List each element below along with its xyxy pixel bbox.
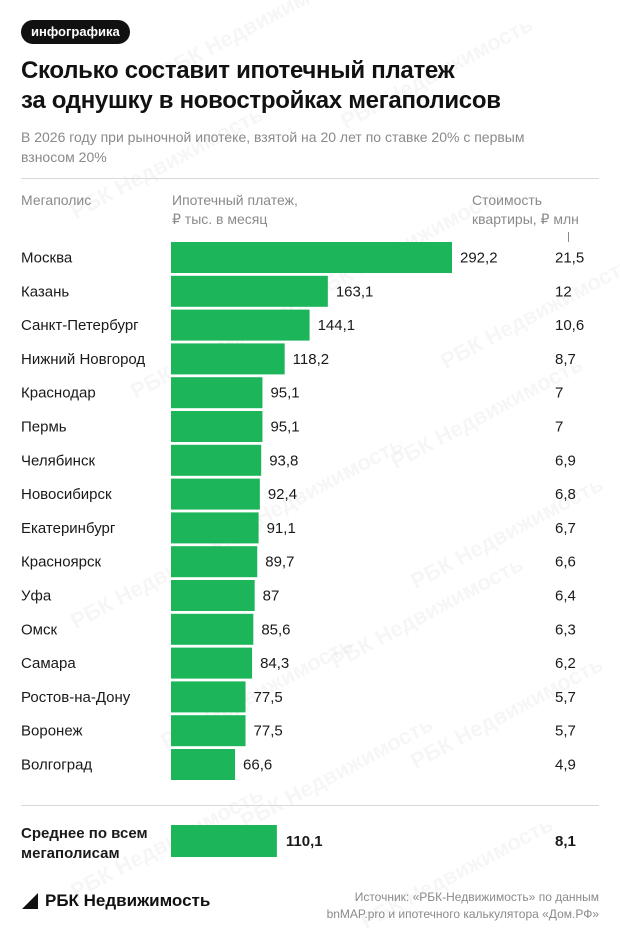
category-label: Екатеринбург (21, 520, 116, 537)
bar-value-label: 95,1 (270, 385, 299, 402)
bar (171, 377, 263, 409)
column-header-tick (568, 232, 569, 242)
price-label: 10,6 (555, 317, 584, 334)
subtitle-line-1: В 2026 году при рыночной ипотеке, взятой… (21, 129, 525, 145)
category-label: Краснодар (21, 385, 96, 402)
bar (171, 242, 452, 273)
bar-value-label: 292,2 (460, 250, 498, 267)
footer-logo-text: РБК Недвижимость (45, 891, 211, 910)
category-label: Омск (21, 621, 57, 638)
price-label: 4,9 (555, 757, 576, 774)
bar (171, 275, 328, 307)
bar-value-label: 77,5 (254, 723, 283, 740)
bar (171, 512, 259, 544)
column-header-price-line-2: квартиры, ₽ млн (472, 211, 579, 227)
category-label: Москва (21, 250, 73, 267)
category-label: Уфа (21, 588, 52, 605)
bar-value-label: 77,5 (254, 689, 283, 706)
bar (171, 444, 262, 476)
bar (171, 411, 263, 442)
bar (171, 647, 253, 679)
bar-value-label: 92,4 (268, 486, 297, 503)
category-badge: инфографика (21, 20, 130, 44)
source-line-1: Источник: «РБК-Недвижимость» по данным (354, 890, 599, 904)
column-header-price: Стоимость квартиры, ₽ млн (472, 191, 579, 229)
price-label: 5,7 (555, 723, 576, 740)
bar (171, 580, 255, 611)
category-label: Санкт-Петербург (21, 317, 139, 334)
bar-value-label: 95,1 (270, 419, 299, 436)
column-header-price-line-1: Стоимость (472, 192, 543, 208)
bar (171, 749, 236, 780)
category-label: Воронеж (21, 723, 83, 740)
category-label: Нижний Новгород (21, 351, 145, 368)
bar-value-label: 163,1 (336, 283, 374, 300)
bar (171, 613, 254, 645)
price-label: 8,7 (555, 351, 576, 368)
average-price-label: 8,1 (555, 833, 576, 850)
bar-value-label: 144,1 (318, 317, 356, 334)
category-label: Самара (21, 655, 76, 672)
bar (171, 715, 246, 747)
column-header-payment-line-2: ₽ тыс. в месяц (172, 211, 268, 227)
footer-logo: РБК Недвижимость (21, 890, 210, 912)
bar (171, 546, 258, 578)
rbc-logo-icon (22, 893, 38, 909)
subtitle-line-2: взносом 20% (21, 149, 107, 165)
price-label: 5,7 (555, 689, 576, 706)
bar (171, 343, 285, 375)
average-label-line-2: мегаполисам (21, 845, 120, 862)
price-label: 7 (555, 419, 563, 436)
bar (171, 309, 310, 341)
category-label: Казань (21, 283, 69, 300)
title-line-1: Сколько составит ипотечный платеж (21, 57, 455, 84)
category-label: Новосибирск (21, 486, 112, 503)
price-label: 6,3 (555, 621, 576, 638)
average-bar (171, 825, 277, 857)
price-label: 6,8 (555, 486, 576, 503)
bar-value-label: 66,6 (243, 757, 272, 774)
bar (171, 681, 246, 713)
source-note: Источник: «РБК-Недвижимость» по данным b… (299, 889, 599, 923)
subtitle: В 2026 году при рыночной ипотеке, взятой… (21, 127, 581, 167)
title-line-2: за однушку в новостройках мегаполисов (21, 87, 501, 114)
average-value-label: 110,1 (286, 833, 323, 850)
average-divider (21, 805, 599, 806)
category-label: Волгоград (21, 757, 92, 774)
bar (171, 478, 260, 510)
bar-value-label: 93,8 (269, 452, 298, 469)
bar-value-label: 85,6 (261, 621, 290, 638)
category-label: Красноярск (21, 554, 102, 571)
category-label: Пермь (21, 419, 67, 436)
category-label: Челябинск (21, 452, 95, 469)
price-label: 7 (555, 385, 563, 402)
price-label: 6,2 (555, 655, 576, 672)
category-label: Ростов-на-Дону (21, 689, 131, 706)
column-header-city: Мегаполис (21, 192, 92, 208)
bar-value-label: 87 (263, 588, 280, 605)
column-header-payment-line-1: Ипотечный платеж, (172, 192, 298, 208)
column-header-payment: Ипотечный платеж, ₽ тыс. в месяц (172, 191, 298, 229)
price-label: 21,5 (555, 250, 584, 267)
price-label: 6,7 (555, 520, 576, 537)
bar-value-label: 84,3 (260, 655, 289, 672)
header-divider (21, 178, 599, 179)
average-label-line-1: Среднее по всем (21, 825, 148, 842)
price-label: 6,4 (555, 588, 576, 605)
price-label: 6,6 (555, 554, 576, 571)
bar-value-label: 118,2 (293, 351, 329, 368)
bar-value-label: 91,1 (267, 520, 296, 537)
source-line-2: bnMAP.pro и ипотечного калькулятора «Дом… (326, 907, 599, 921)
price-label: 6,9 (555, 452, 576, 469)
bar-value-label: 89,7 (265, 554, 294, 571)
price-label: 12 (555, 283, 572, 300)
page-title: Сколько составит ипотечный платеж за одн… (21, 56, 601, 116)
